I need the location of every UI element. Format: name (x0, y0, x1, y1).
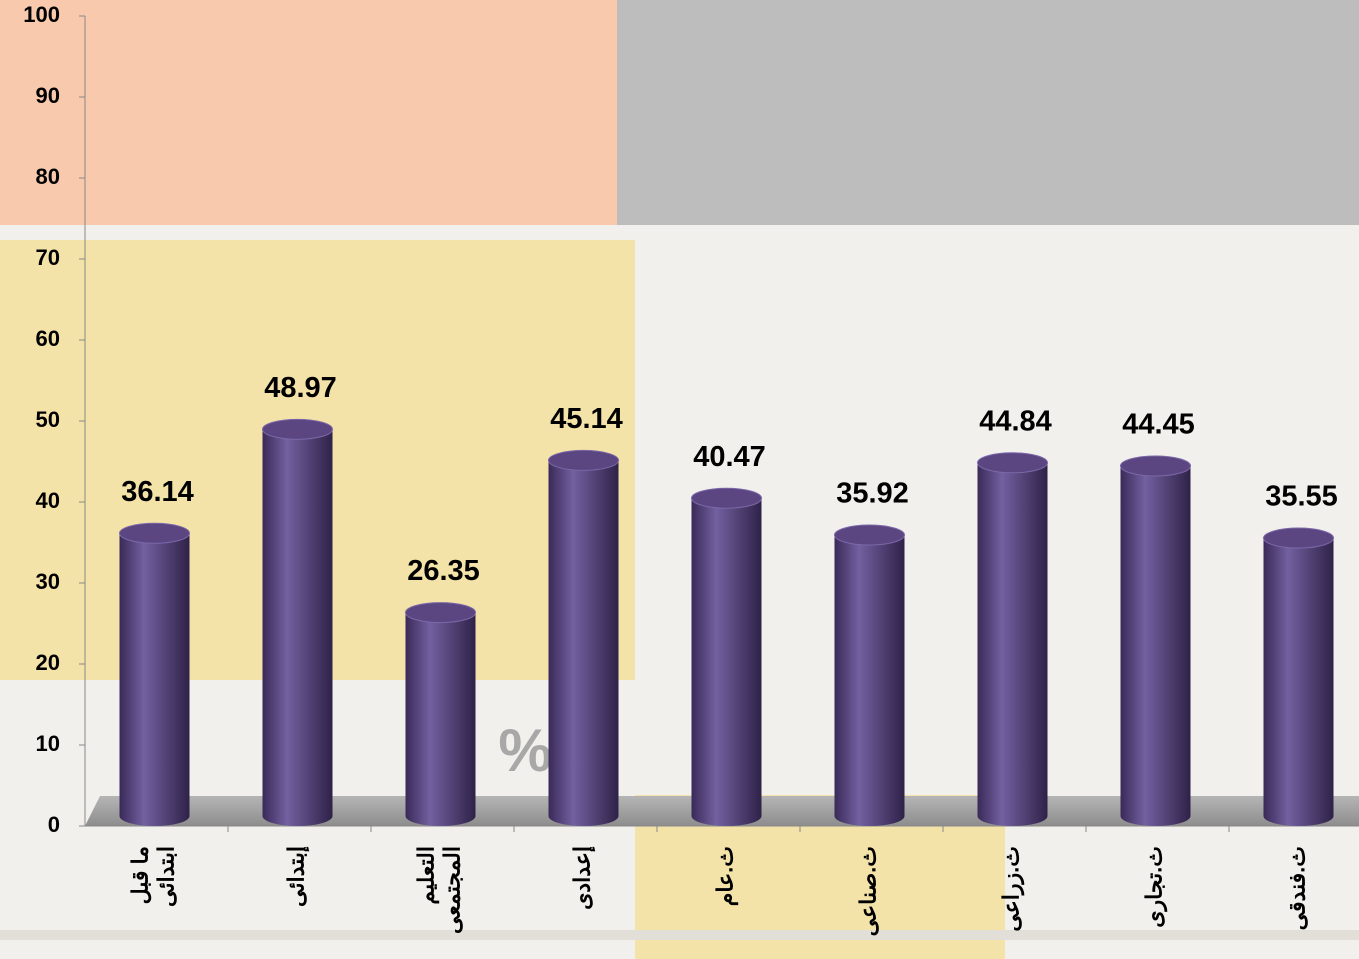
y-tick-label: 50 (36, 407, 60, 432)
y-tick-label: 0 (48, 812, 60, 837)
bar (834, 524, 905, 826)
value-label: 48.97 (264, 372, 337, 404)
bar (119, 522, 190, 826)
bar (1120, 455, 1191, 826)
y-tick-label: 90 (36, 83, 60, 108)
value-label: 35.92 (836, 478, 909, 510)
x-tick-label: ما قبلابتدائى (127, 846, 178, 907)
x-tick-label: ث.عام (712, 846, 738, 906)
x-tick-label: ث.صناعى (855, 846, 880, 936)
x-tick-label: ث.زراعى (998, 846, 1024, 932)
y-tick-label: 20 (36, 650, 60, 675)
y-tick-label: 60 (36, 326, 60, 351)
annotation: % (498, 717, 551, 784)
value-label: 40.47 (693, 441, 766, 473)
x-tick-label: التعليمالمجتمعى (413, 846, 464, 934)
x-tick-label: ث.فندقى (1284, 846, 1309, 930)
y-tick-label: 10 (36, 731, 60, 756)
value-label: 45.14 (550, 403, 623, 435)
bar (548, 449, 619, 826)
y-tick-label: 70 (36, 245, 60, 270)
bar (691, 487, 762, 826)
y-tick-label: 30 (36, 569, 60, 594)
value-label: 26.35 (407, 555, 480, 587)
bar (262, 418, 333, 826)
bar (977, 452, 1048, 826)
value-label: 44.84 (979, 405, 1052, 437)
bar (1263, 527, 1334, 826)
x-tick-label: إبتدائى (283, 846, 310, 907)
value-label: 35.55 (1265, 481, 1338, 513)
y-tick-label: 80 (36, 164, 60, 189)
x-tick-label: إعدادى (569, 846, 596, 910)
y-tick-label: 100 (23, 2, 60, 27)
value-label: 44.45 (1122, 409, 1195, 441)
y-tick-label: 40 (36, 488, 60, 513)
x-tick-label: ث.تجارى (1141, 846, 1167, 928)
value-label: 36.14 (121, 476, 194, 508)
bar (405, 602, 476, 826)
